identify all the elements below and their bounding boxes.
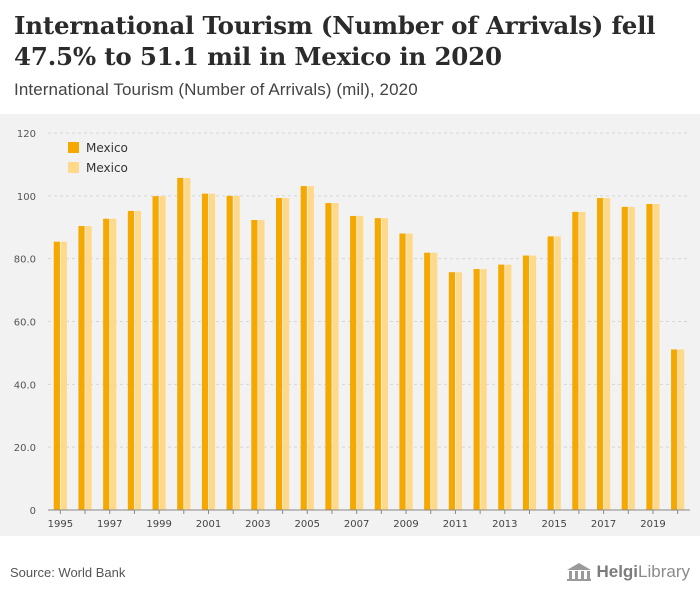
bar-2006-series2 bbox=[332, 203, 339, 510]
bar-1996-series1 bbox=[78, 225, 85, 510]
x-tick-label: 2017 bbox=[591, 519, 616, 530]
x-tick-label: 2001 bbox=[196, 519, 221, 530]
x-tick-label: 2009 bbox=[393, 519, 418, 530]
logo-brand: Helgi bbox=[596, 562, 639, 581]
bar-2011-series2 bbox=[455, 272, 463, 510]
bar-2014-series2 bbox=[529, 255, 537, 510]
bar-chart: 0 20.0 40.0 60.0 80.0 100 120 1995 1997 1999 2001… bbox=[14, 129, 690, 530]
y-tick-label: 120 bbox=[17, 129, 36, 140]
bar-2012-series2 bbox=[480, 269, 487, 510]
bar-2006-series1 bbox=[325, 203, 332, 510]
y-tick-label: 40.0 bbox=[14, 380, 36, 391]
bar-2017-series1 bbox=[596, 198, 604, 510]
bar-2017-series2 bbox=[603, 198, 611, 510]
bar-2020-series1 bbox=[671, 349, 678, 510]
bar-2013-series1 bbox=[498, 264, 505, 510]
library-building-icon bbox=[567, 563, 592, 581]
gridlines bbox=[48, 132, 690, 511]
logo-suffix: Library bbox=[638, 562, 690, 581]
source-note: Source: World Bank bbox=[10, 565, 126, 580]
x-tick-label: 2003 bbox=[245, 519, 270, 530]
y-tick-label: 0 bbox=[30, 506, 36, 517]
x-tick-label: 1997 bbox=[97, 519, 122, 530]
x-tick-label: 1995 bbox=[48, 519, 73, 530]
legend-swatch bbox=[68, 162, 79, 173]
legend-swatch bbox=[68, 142, 79, 153]
y-tick-label: 20.0 bbox=[14, 443, 36, 454]
headline: International Tourism (Number of Arrival… bbox=[14, 11, 656, 71]
bar-1998-series1 bbox=[127, 210, 135, 510]
bar-2012-series1 bbox=[473, 269, 480, 510]
bar-2005-series1 bbox=[300, 186, 307, 510]
x-tick-label: 2005 bbox=[295, 519, 320, 530]
legend-label: Mexico bbox=[86, 161, 128, 175]
bar-1995-series2 bbox=[60, 241, 67, 510]
x-tick-label: 2011 bbox=[443, 519, 468, 530]
bar-2005-series2 bbox=[307, 186, 314, 510]
bar-2008-series1 bbox=[374, 218, 381, 510]
bar-2001-series2 bbox=[208, 193, 216, 510]
bar-2003-series1 bbox=[251, 220, 258, 510]
bar-2014-series1 bbox=[522, 255, 530, 510]
bar-2001-series1 bbox=[201, 193, 209, 510]
bar-2008-series2 bbox=[381, 218, 388, 510]
bar-2019-series2 bbox=[653, 204, 660, 511]
y-tick-label: 100 bbox=[17, 192, 36, 203]
bar-2002-series2 bbox=[233, 195, 240, 510]
x-tick-label: 2007 bbox=[344, 519, 369, 530]
bar-2015-series2 bbox=[554, 236, 561, 510]
bar-2016-series1 bbox=[572, 211, 579, 510]
bar-2004-series1 bbox=[275, 198, 283, 510]
bar-2007-series2 bbox=[357, 215, 364, 510]
x-tick-label: 2019 bbox=[640, 519, 665, 530]
legend-label: Mexico bbox=[86, 141, 128, 155]
bar-2010-series1 bbox=[424, 252, 431, 510]
y-tick-label: 80.0 bbox=[14, 255, 36, 266]
y-axis: 0 20.0 40.0 60.0 80.0 100 120 bbox=[14, 129, 36, 517]
bar-1996-series2 bbox=[85, 225, 92, 510]
header: International Tourism (Number of Arrival… bbox=[0, 0, 700, 114]
bar-2019-series1 bbox=[646, 204, 653, 511]
chart-area: 0 20.0 40.0 60.0 80.0 100 120 1995 1997 1999 2001… bbox=[0, 114, 700, 536]
bar-2009-series1 bbox=[399, 233, 406, 510]
x-tick-label: 1999 bbox=[146, 519, 171, 530]
bar-2004-series2 bbox=[282, 198, 290, 510]
x-tick-label: 2015 bbox=[541, 519, 566, 530]
bar-2011-series1 bbox=[448, 272, 456, 510]
legend: Mexico Mexico bbox=[68, 141, 128, 175]
helgilibrary-logo[interactable]: Helgi Library bbox=[566, 562, 690, 582]
bar-2000-series1 bbox=[177, 177, 184, 510]
bar-2010-series2 bbox=[431, 252, 438, 510]
bar-2018-series1 bbox=[621, 206, 628, 510]
bar-2002-series1 bbox=[226, 195, 233, 510]
x-axis: 1995 1997 1999 2001 2003 2005 2007 2009 2011 2013… bbox=[48, 509, 690, 530]
bar-1999-series2 bbox=[159, 196, 166, 510]
bar-2013-series2 bbox=[505, 264, 512, 510]
bar-2007-series1 bbox=[350, 215, 357, 510]
bar-1997-series1 bbox=[103, 218, 110, 510]
bar-2016-series2 bbox=[579, 211, 586, 510]
bar-1999-series1 bbox=[152, 196, 159, 510]
bar-2015-series1 bbox=[547, 236, 554, 510]
chart-subtitle: International Tourism (Number of Arrival… bbox=[14, 80, 418, 99]
bar-2018-series2 bbox=[628, 206, 635, 510]
x-tick-label: 2013 bbox=[492, 519, 517, 530]
y-tick-label: 60.0 bbox=[14, 318, 36, 329]
bar-1995-series1 bbox=[53, 241, 60, 510]
bars bbox=[53, 177, 685, 511]
bar-2000-series2 bbox=[184, 177, 191, 510]
bar-1998-series2 bbox=[134, 210, 142, 510]
bar-2003-series2 bbox=[258, 220, 265, 510]
bar-1997-series2 bbox=[110, 218, 117, 510]
bar-2020-series2 bbox=[678, 349, 685, 510]
bar-2009-series2 bbox=[406, 233, 413, 510]
